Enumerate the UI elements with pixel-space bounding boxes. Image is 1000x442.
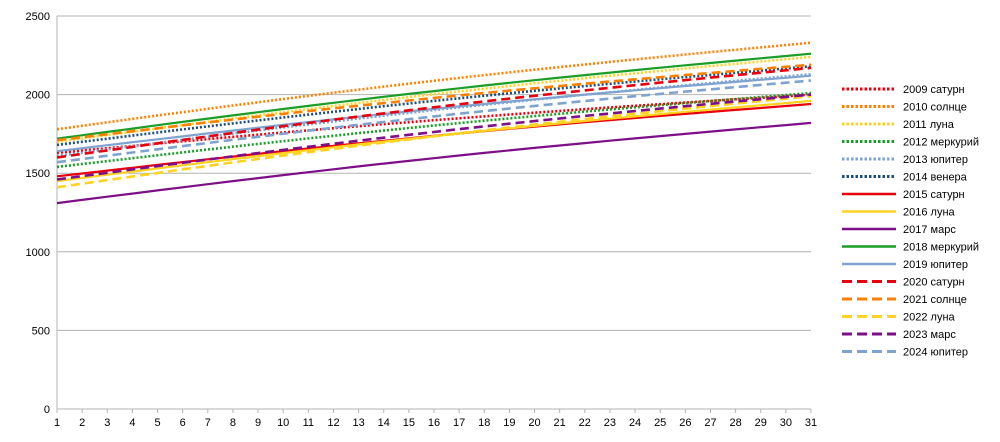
series-line-12 bbox=[56, 66, 812, 159]
legend: 2009 сатурн 2010 солнце 2011 луна 2012 мерк… bbox=[842, 84, 979, 359]
legend-label: 2019 юпитер bbox=[903, 259, 968, 271]
series-line-6 bbox=[56, 65, 812, 147]
x-tick-label: 11 bbox=[303, 417, 314, 429]
x-tick-label: 7 bbox=[205, 417, 211, 429]
series-line-9 bbox=[56, 121, 812, 205]
series-line-10 bbox=[56, 52, 812, 140]
legend-label: 2023 марс bbox=[903, 329, 956, 341]
series-line-13 bbox=[56, 63, 812, 142]
x-tick-label: 2 bbox=[79, 417, 85, 429]
plot-area bbox=[56, 41, 812, 205]
y-tick-label: 1500 bbox=[26, 168, 50, 180]
legend-label: 2021 солнце bbox=[903, 294, 967, 306]
x-tick-label: 26 bbox=[679, 417, 691, 429]
x-tick-label: 29 bbox=[755, 417, 767, 429]
legend-label: 2011 луна bbox=[903, 119, 955, 131]
legend-label: 2018 меркурий bbox=[903, 242, 979, 254]
x-tick-label: 12 bbox=[327, 417, 339, 429]
x-tick-label: 1 bbox=[54, 417, 60, 429]
x-tick-label: 13 bbox=[352, 417, 364, 429]
legend-label: 2012 меркурий bbox=[903, 137, 979, 149]
x-tick-label: 10 bbox=[277, 417, 289, 429]
x-tick-label: 31 bbox=[805, 417, 817, 429]
y-tick-label: 0 bbox=[44, 404, 50, 416]
series-line-3 bbox=[56, 55, 812, 144]
series-line-11 bbox=[56, 74, 812, 153]
legend-label: 2009 сатурн bbox=[903, 84, 965, 96]
x-tick-label: 15 bbox=[403, 417, 415, 429]
series-line-14 bbox=[56, 94, 812, 189]
x-tick-label: 22 bbox=[579, 417, 591, 429]
y-tick-label: 1000 bbox=[26, 247, 50, 259]
x-tick-label: 3 bbox=[104, 417, 110, 429]
series-line-2 bbox=[56, 41, 812, 131]
x-tick-label: 17 bbox=[453, 417, 465, 429]
x-tick-label: 19 bbox=[503, 417, 515, 429]
series-line-15 bbox=[56, 93, 812, 181]
x-tick-label: 24 bbox=[629, 417, 641, 429]
x-tick-label: 23 bbox=[604, 417, 616, 429]
y-tick-label: 500 bbox=[32, 325, 50, 337]
legend-label: 2010 солнце bbox=[903, 102, 967, 114]
x-tick-label: 16 bbox=[428, 417, 440, 429]
x-tick-label: 14 bbox=[378, 417, 390, 429]
x-tick-label: 4 bbox=[129, 417, 135, 429]
x-tick-label: 27 bbox=[704, 417, 716, 429]
legend-label: 2016 луна bbox=[903, 207, 956, 219]
legend-label: 2015 сатурн bbox=[903, 189, 965, 201]
x-tick-label: 20 bbox=[528, 417, 540, 429]
legend-label: 2014 венера bbox=[903, 172, 968, 184]
legend-label: 2024 юпитер bbox=[903, 347, 968, 359]
x-tick-label: 9 bbox=[255, 417, 261, 429]
legend-label: 2020 сатурн bbox=[903, 277, 965, 289]
x-tick-label: 6 bbox=[180, 417, 186, 429]
series-line-16 bbox=[56, 79, 812, 164]
x-tick-label: 8 bbox=[230, 417, 236, 429]
y-tick-label: 2500 bbox=[26, 11, 50, 23]
y-tick-label: 2000 bbox=[26, 90, 50, 102]
x-tick-label: 5 bbox=[154, 417, 160, 429]
x-tick-label: 25 bbox=[654, 417, 666, 429]
x-tick-label: 28 bbox=[729, 417, 741, 429]
legend-label: 2022 луна bbox=[903, 312, 956, 324]
legend-label: 2013 юпитер bbox=[903, 154, 968, 166]
x-tick-label: 21 bbox=[554, 417, 566, 429]
x-tick-label: 18 bbox=[478, 417, 490, 429]
x-tick-label: 30 bbox=[780, 417, 792, 429]
legend-label: 2017 марс bbox=[903, 224, 956, 236]
